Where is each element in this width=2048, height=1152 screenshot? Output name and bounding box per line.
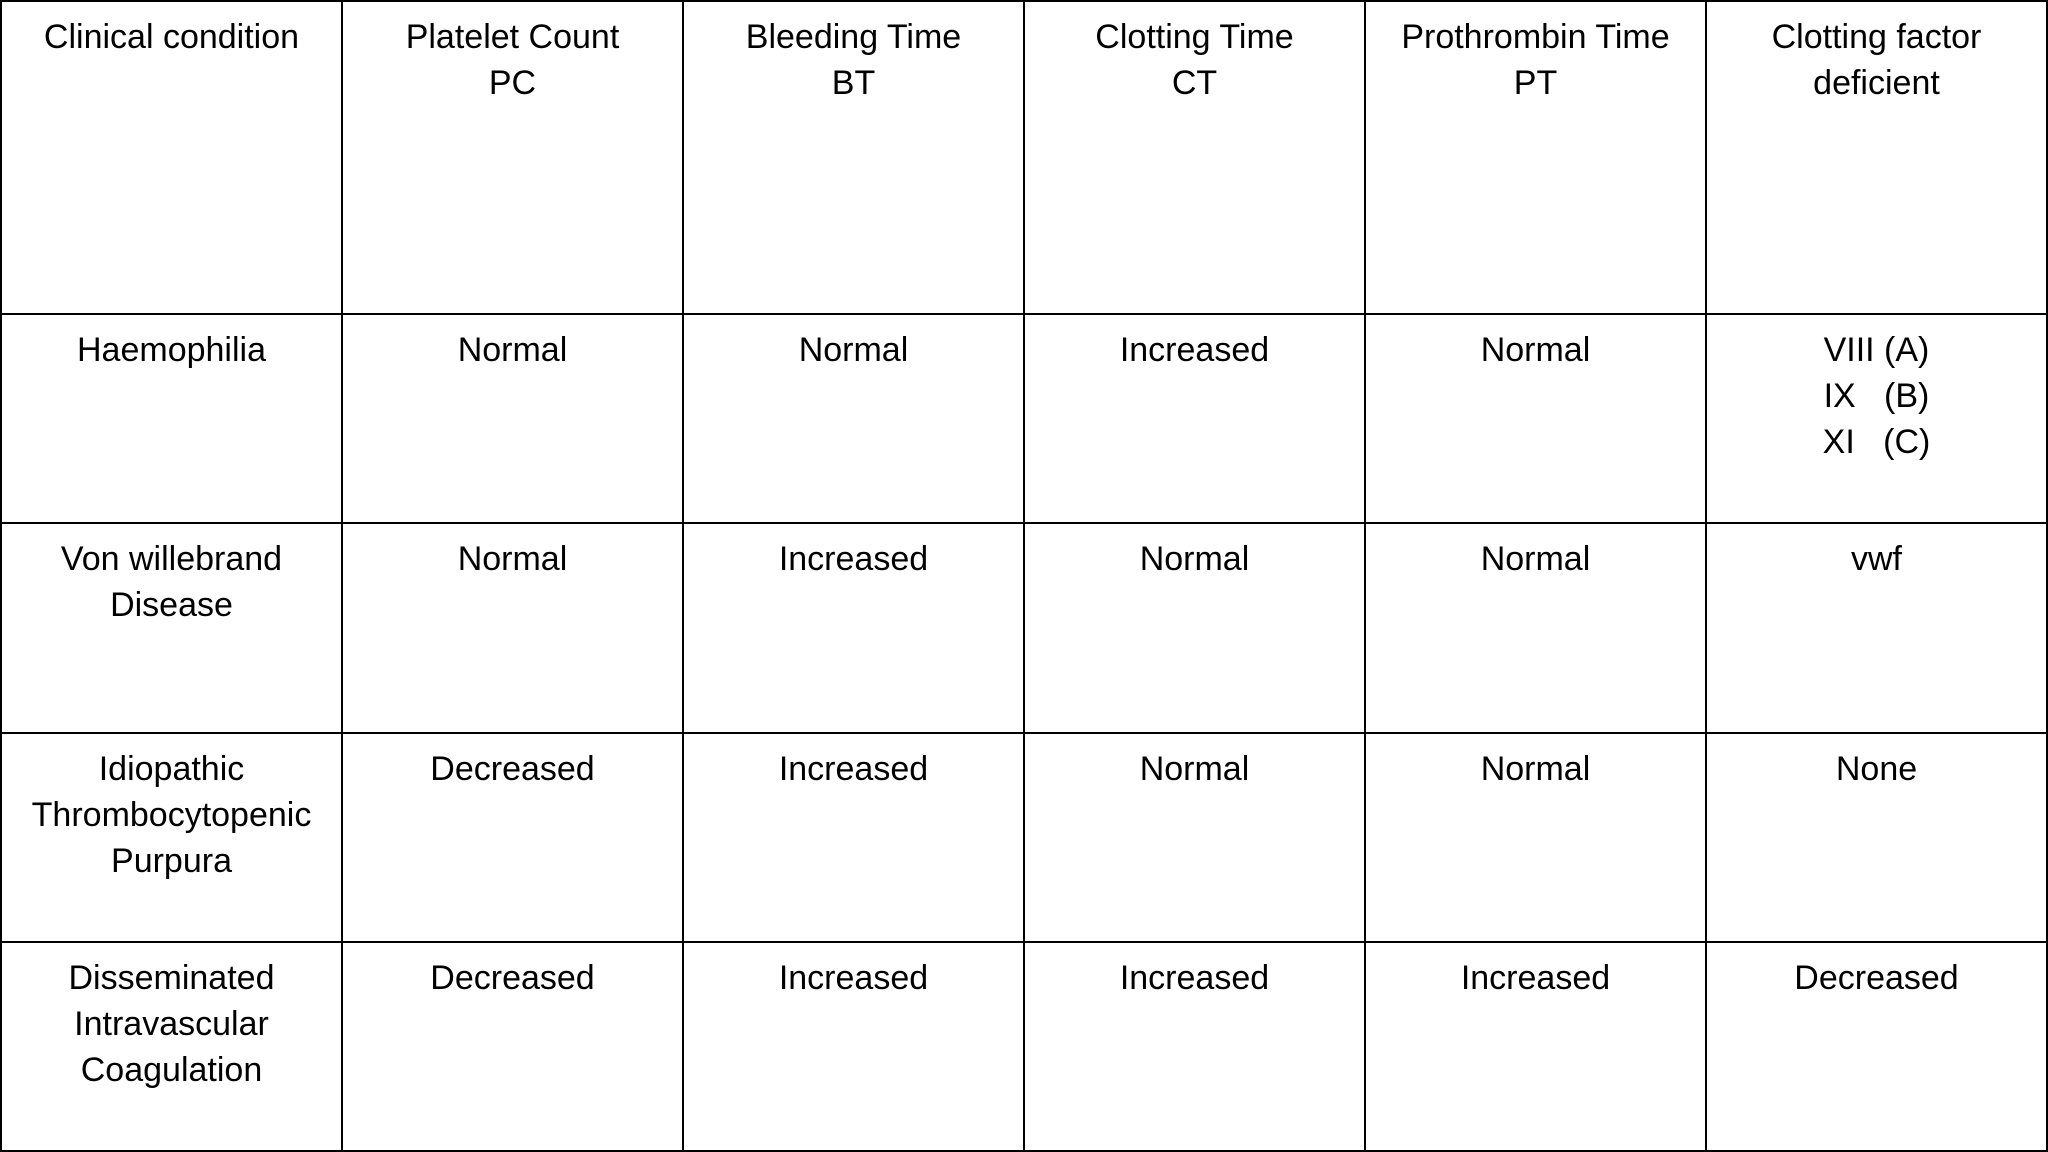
- cell-text: Clinical condition: [43, 18, 300, 56]
- cell-text: vwf: [1851, 540, 1902, 579]
- cell-text: Disseminated: [68, 958, 275, 997]
- header-cell: Clotting Time CT: [1023, 0, 1366, 316]
- table-row: Haemophilia Normal Normal Increased Normal VI…: [0, 313, 2048, 525]
- cell-text: Haemophilia: [77, 331, 266, 370]
- cell-text: Prothrombin Time: [1401, 18, 1670, 56]
- cell-text: Idiopathic: [98, 749, 245, 788]
- table-row: Idiopathic Thrombocytopenic Purpura Decreas…: [0, 731, 2048, 943]
- table-cell: vwf: [1705, 522, 2048, 734]
- cell-text: deficient: [1813, 64, 1940, 102]
- header-cell: Bleeding Time BT: [682, 0, 1025, 316]
- table-cell: Normal: [1023, 731, 1366, 943]
- table-cell: Normal: [341, 313, 684, 525]
- cell-text: Normal: [1139, 749, 1250, 788]
- cell-text: Decreased: [430, 749, 595, 788]
- table-cell: Von willebrand Disease: [0, 522, 343, 734]
- table-cell: Normal: [1364, 731, 1707, 943]
- cell-text: Decreased: [1794, 958, 1959, 997]
- table-cell: Decreased: [341, 940, 684, 1152]
- cell-text: Coagulation: [80, 1050, 263, 1089]
- header-cell: Platelet Count PC: [341, 0, 684, 316]
- table-cell: Increased: [682, 731, 1025, 943]
- table-cell: Increased: [1364, 940, 1707, 1152]
- cell-text: PC: [488, 64, 537, 102]
- cell-text: Normal: [1480, 331, 1591, 370]
- cell-text: Clotting Time: [1095, 18, 1294, 56]
- cell-text: Normal: [457, 540, 568, 579]
- cell-text: XI (C): [1822, 423, 1931, 462]
- cell-text: Normal: [1480, 749, 1591, 788]
- cell-text: PT: [1513, 64, 1558, 102]
- cell-text: BT: [831, 64, 876, 102]
- table-row: Von willebrand Disease Normal Increased Norm…: [0, 522, 2048, 734]
- header-cell: Prothrombin Time PT: [1364, 0, 1707, 316]
- cell-text: Increased: [1119, 958, 1270, 997]
- table-cell: VIII (A) IX (B) XI (C): [1705, 313, 2048, 525]
- cell-text: Intravascular: [74, 1004, 269, 1043]
- table-cell: Idiopathic Thrombocytopenic Purpura: [0, 731, 343, 943]
- table-cell: Increased: [682, 522, 1025, 734]
- table-cell: Normal: [1023, 522, 1366, 734]
- header-cell: Clinical condition: [0, 0, 343, 316]
- cell-text: Increased: [1119, 331, 1270, 370]
- cell-text: Decreased: [430, 958, 595, 997]
- table-cell: Decreased: [1705, 940, 2048, 1152]
- cell-text: Normal: [798, 331, 909, 370]
- cell-text: Increased: [778, 749, 929, 788]
- table-cell: Increased: [1023, 940, 1366, 1152]
- cell-text: CT: [1171, 64, 1218, 102]
- header-row: Clinical condition Platelet Count PC Bleedi…: [0, 0, 2048, 316]
- cell-text: Von willebrand: [60, 540, 283, 579]
- table-cell: Increased: [1023, 313, 1366, 525]
- cell-text: IX (B): [1823, 377, 1930, 416]
- cell-text: Normal: [1139, 540, 1250, 579]
- table-cell: Normal: [1364, 313, 1707, 525]
- cell-text: Purpura: [111, 841, 232, 880]
- cell-text: Thrombocytopenic: [31, 795, 312, 834]
- cell-text: Normal: [1480, 540, 1591, 579]
- cell-text: Clotting factor: [1771, 18, 1982, 56]
- cell-text: Platelet Count: [405, 18, 620, 56]
- table-cell: Decreased: [341, 731, 684, 943]
- cell-text: Disease: [110, 586, 233, 625]
- cell-text: None: [1835, 749, 1918, 788]
- cell-text: Bleeding Time: [745, 18, 962, 56]
- table-cell: Normal: [341, 522, 684, 734]
- cell-text: Increased: [1460, 958, 1611, 997]
- table-cell: Increased: [682, 940, 1025, 1152]
- table-cell: Disseminated Intravascular Coagulation: [0, 940, 343, 1152]
- cell-text: Increased: [778, 958, 929, 997]
- table-cell: None: [1705, 731, 2048, 943]
- cell-text: VIII (A): [1823, 331, 1930, 370]
- table-row: Disseminated Intravascular Coagulation Decr…: [0, 940, 2048, 1152]
- cell-text: Normal: [457, 331, 568, 370]
- cell-text: Increased: [778, 540, 929, 579]
- header-cell: Clotting factor deficient: [1705, 0, 2048, 316]
- table-cell: Normal: [1364, 522, 1707, 734]
- table-cell: Haemophilia: [0, 313, 343, 525]
- table-cell: Normal: [682, 313, 1025, 525]
